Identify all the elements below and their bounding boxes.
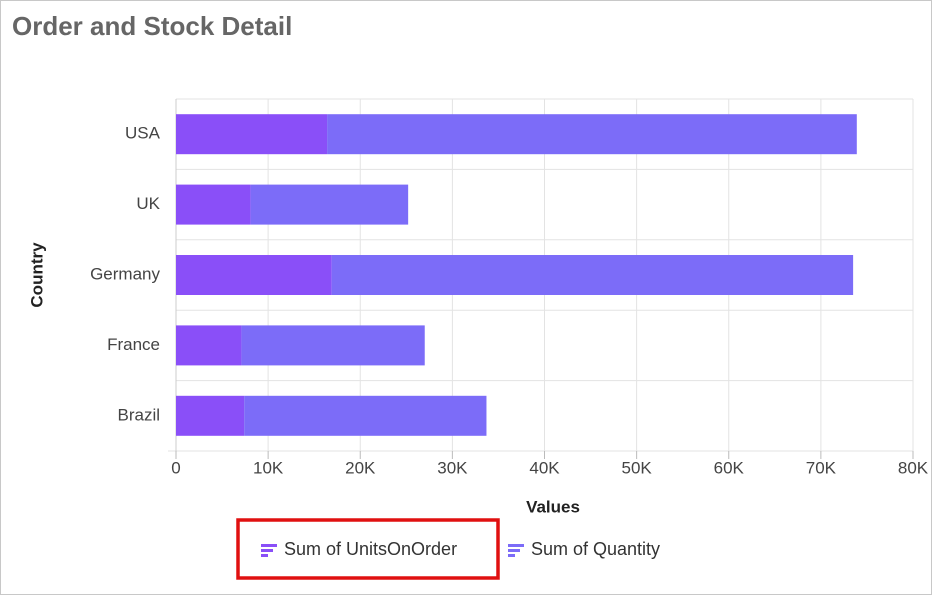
x-tick-label: 20K [345, 458, 376, 477]
legend-icon[interactable] [508, 544, 524, 547]
x-tick-label: 80K [898, 458, 929, 477]
legend-icon[interactable] [261, 549, 273, 552]
y-tick-label: France [107, 335, 160, 354]
x-tick-label: 10K [253, 458, 284, 477]
legend-icon[interactable] [508, 554, 515, 557]
bar-segment [176, 395, 245, 436]
bar-segment [176, 114, 328, 155]
y-tick-label: UK [136, 194, 160, 213]
bar-segment [331, 255, 854, 295]
bar-segment [244, 395, 487, 436]
legend-icon[interactable] [261, 554, 268, 557]
bar-segment [327, 114, 857, 155]
bar-segment [176, 325, 242, 366]
y-tick-label: Germany [90, 264, 160, 283]
y-tick-label: USA [125, 124, 161, 143]
x-tick-label: 0 [171, 458, 180, 477]
x-tick-label: 60K [714, 458, 745, 477]
x-axis-title: Values [526, 497, 580, 516]
bar-segment [176, 184, 251, 225]
legend-label[interactable]: Sum of Quantity [531, 539, 660, 559]
bar-segment [241, 325, 425, 366]
chart-title: Order and Stock Detail [12, 11, 292, 41]
highlight-box [236, 518, 500, 580]
x-tick-label: 40K [529, 458, 560, 477]
legend-icon[interactable] [508, 549, 520, 552]
legend-icon[interactable] [261, 544, 277, 547]
bar-segment [176, 255, 332, 295]
x-tick-label: 50K [622, 458, 653, 477]
bar-segment [250, 184, 409, 225]
y-axis-title: Country [27, 242, 46, 308]
y-tick-label: Brazil [117, 405, 160, 424]
x-tick-label: 70K [806, 458, 837, 477]
x-tick-label: 30K [437, 458, 468, 477]
legend-label[interactable]: Sum of UnitsOnOrder [284, 539, 457, 559]
